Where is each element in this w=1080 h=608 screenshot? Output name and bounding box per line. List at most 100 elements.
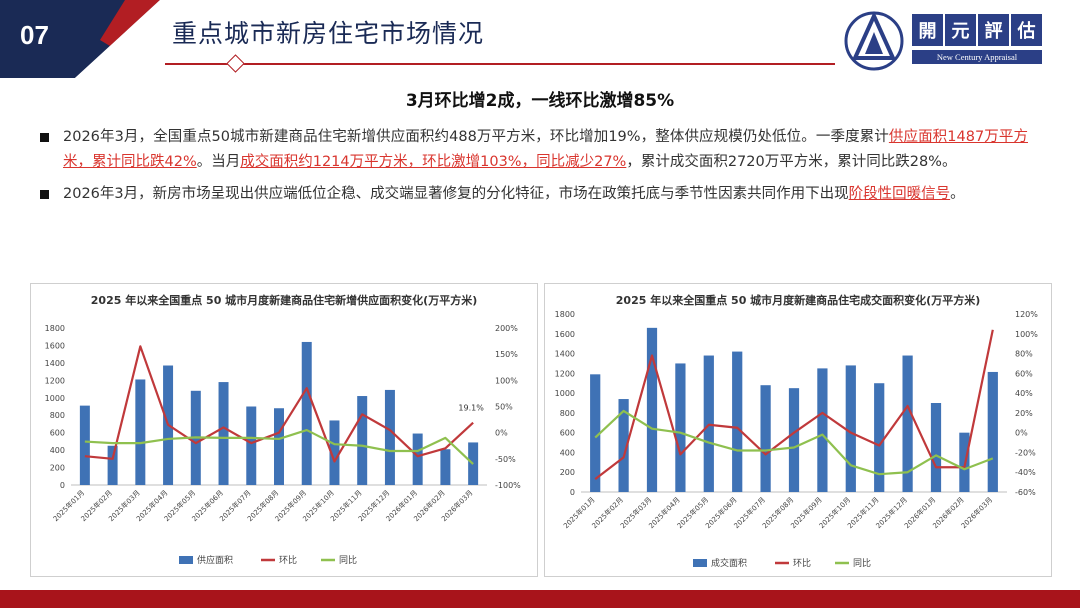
- logo-char: 開: [912, 14, 943, 46]
- bullet-list: 2026年3月，全国重点50城市新建商品住宅新增供应面积约488万平方米，环比增…: [38, 125, 1028, 214]
- highlighted-text: 成交面积约1214万平方米，环比激增103%，同比减少27%: [240, 154, 627, 170]
- bar-供应面积: [384, 389, 395, 485]
- y-right-tick-label: 120%: [1015, 310, 1038, 319]
- y-left-tick-label: 800: [50, 411, 65, 420]
- title-diamond-ornament: [226, 54, 245, 73]
- bar-供应面积: [135, 379, 146, 485]
- bar-成交面积: [760, 385, 771, 492]
- bar-供应面积: [440, 449, 451, 485]
- line-同比: [84, 428, 474, 465]
- legend-swatch-供应面积: [179, 556, 193, 564]
- y-left-tick-label: 0: [60, 481, 65, 490]
- y-left-tick-label: 400: [560, 448, 575, 457]
- highlighted-text: 阶段性回暖信号: [848, 186, 951, 202]
- y-left-tick-label: 1000: [555, 389, 575, 398]
- y-left-tick-label: 1800: [45, 324, 65, 333]
- bar-成交面积: [874, 383, 885, 492]
- y-right-tick-label: 100%: [1015, 330, 1038, 339]
- bullet-square-icon: [40, 190, 49, 199]
- y-left-tick-label: 200: [50, 464, 65, 473]
- y-right-tick-label: 50%: [495, 403, 513, 412]
- legend-label: 同比: [339, 554, 357, 566]
- legend-swatch-成交面积: [693, 559, 707, 567]
- chart-title: 2025 年以来全国重点 50 城市月度新建商品住宅成交面积变化(万平方米): [616, 293, 980, 307]
- bullet-text: 。当月: [196, 154, 241, 170]
- bullet-square-icon: [40, 133, 49, 142]
- line-环比: [594, 329, 994, 481]
- bullet-text: 2026年3月，新房市场呈现出供应端低位企稳、成交端显著修复的分化特征，市场在政…: [63, 186, 849, 202]
- y-left-tick-label: 1200: [555, 369, 575, 378]
- y-right-tick-label: -20%: [1015, 448, 1036, 457]
- bar-成交面积: [590, 374, 601, 492]
- y-right-tick-label: 100%: [495, 376, 518, 385]
- bar-供应面积: [274, 408, 284, 485]
- logo-char: 評: [978, 14, 1009, 46]
- y-right-tick-label: 40%: [1015, 389, 1033, 398]
- y-right-tick-label: -50%: [495, 455, 516, 464]
- bar-成交面积: [675, 363, 686, 492]
- slide-subtitle: 3月环比增2成，一线环比激增85%: [405, 91, 675, 111]
- chart-annotation: 19.1%: [458, 404, 484, 413]
- y-left-tick-label: 1600: [555, 330, 575, 339]
- y-left-tick-label: 600: [560, 429, 575, 438]
- supply-chart-panel: 2025 年以来全国重点 50 城市月度新建商品住宅新增供应面积变化(万平方米)…: [30, 283, 538, 577]
- y-left-tick-label: 400: [50, 446, 65, 455]
- legend-label: 供应面积: [197, 554, 233, 566]
- page-number: 07: [20, 20, 49, 50]
- bar-成交面积: [930, 403, 942, 492]
- bullet-text: 2026年3月，全国重点50城市新建商品住宅新增供应面积约488万平方米，环比增…: [63, 129, 889, 145]
- company-logo-emblem: [844, 11, 904, 71]
- legend-label: 环比: [793, 557, 811, 569]
- company-logo-text: 開 元 評 估: [912, 14, 1042, 46]
- y-left-tick-label: 1600: [45, 341, 65, 350]
- transaction-chart: 2025 年以来全国重点 50 城市月度新建商品住宅成交面积变化(万平方米) 0 2…: [555, 293, 1039, 569]
- bar-成交面积: [618, 399, 629, 492]
- y-left-tick-label: 1400: [45, 359, 65, 368]
- bullet-text: 。: [950, 186, 965, 202]
- line-环比: [84, 345, 474, 463]
- y-left-tick-label: 600: [50, 429, 65, 438]
- title-underline: [165, 63, 835, 65]
- bar-供应面积: [301, 341, 312, 485]
- page-title: 重点城市新房住宅市场情况: [172, 19, 485, 48]
- y-right-tick-label: 60%: [1015, 369, 1033, 378]
- bullet-item: 2026年3月，全国重点50城市新建商品住宅新增供应面积约488万平方米，环比增…: [38, 125, 1028, 175]
- transaction-chart-panel: 2025 年以来全国重点 50 城市月度新建商品住宅成交面积变化(万平方米) 0 2…: [544, 283, 1052, 577]
- bar-成交面积: [987, 371, 998, 492]
- y-left-tick-label: 1800: [555, 310, 575, 319]
- y-right-tick-label: 80%: [1015, 350, 1033, 359]
- y-right-tick-label: 0%: [1015, 429, 1028, 438]
- y-right-tick-label: -100%: [495, 481, 521, 490]
- bar-供应面积: [218, 382, 229, 485]
- bar-成交面积: [817, 368, 828, 492]
- y-left-tick-label: 0: [570, 488, 575, 497]
- bar-供应面积: [329, 420, 340, 485]
- legend-label: 环比: [279, 554, 297, 566]
- bar-成交面积: [646, 327, 658, 492]
- bar-成交面积: [732, 351, 743, 492]
- logo-char: 估: [1011, 14, 1042, 46]
- bar-供应面积: [107, 445, 118, 485]
- header-corner-decoration: [0, 0, 200, 78]
- y-left-tick-label: 800: [560, 409, 575, 418]
- logo-char: 元: [945, 14, 976, 46]
- y-left-tick-label: 200: [560, 468, 575, 477]
- y-left-tick-label: 1400: [555, 350, 575, 359]
- chart-title: 2025 年以来全国重点 50 城市月度新建商品住宅新增供应面积变化(万平方米): [91, 293, 477, 307]
- bullet-item: 2026年3月，新房市场呈现出供应端低位企稳、成交端显著修复的分化特征，市场在政…: [38, 182, 1028, 207]
- bar-供应面积: [357, 396, 368, 485]
- footer-bar: [0, 590, 1080, 608]
- supply-chart: 2025 年以来全国重点 50 城市月度新建商品住宅新增供应面积变化(万平方米)…: [45, 293, 522, 566]
- y-right-tick-label: 150%: [495, 350, 518, 359]
- y-right-tick-label: -40%: [1015, 468, 1036, 477]
- bar-供应面积: [79, 405, 90, 485]
- bar-成交面积: [845, 365, 856, 492]
- legend-label: 成交面积: [711, 557, 747, 569]
- bar-成交面积: [788, 388, 800, 492]
- y-right-tick-label: 0%: [495, 429, 508, 438]
- legend-label: 同比: [853, 557, 871, 569]
- bar-成交面积: [902, 355, 913, 492]
- line-同比: [594, 409, 994, 476]
- bar-供应面积: [246, 406, 257, 485]
- y-left-tick-label: 1000: [45, 394, 65, 403]
